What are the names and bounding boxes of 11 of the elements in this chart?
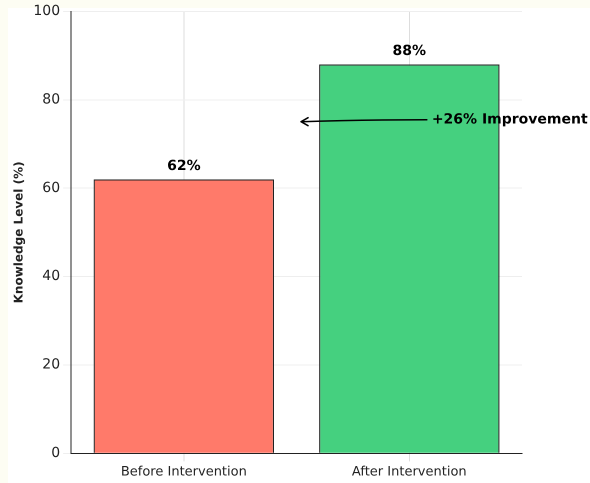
y-tick-label: 60 bbox=[42, 180, 60, 196]
y-tick-label: 100 bbox=[33, 3, 60, 20]
x-tick-label: Before Intervention bbox=[120, 464, 247, 480]
y-tick-label: 80 bbox=[42, 91, 60, 108]
y-tick-label: 40 bbox=[42, 268, 60, 284]
x-tick-label: After Intervention bbox=[352, 464, 467, 480]
data-label: 88% bbox=[392, 43, 426, 60]
y-tick-label: 20 bbox=[42, 356, 60, 373]
data-label: 62% bbox=[167, 158, 201, 174]
y-axis-title: Knowledge Level (%) bbox=[11, 161, 26, 304]
y-tick-label: 0 bbox=[51, 445, 60, 462]
